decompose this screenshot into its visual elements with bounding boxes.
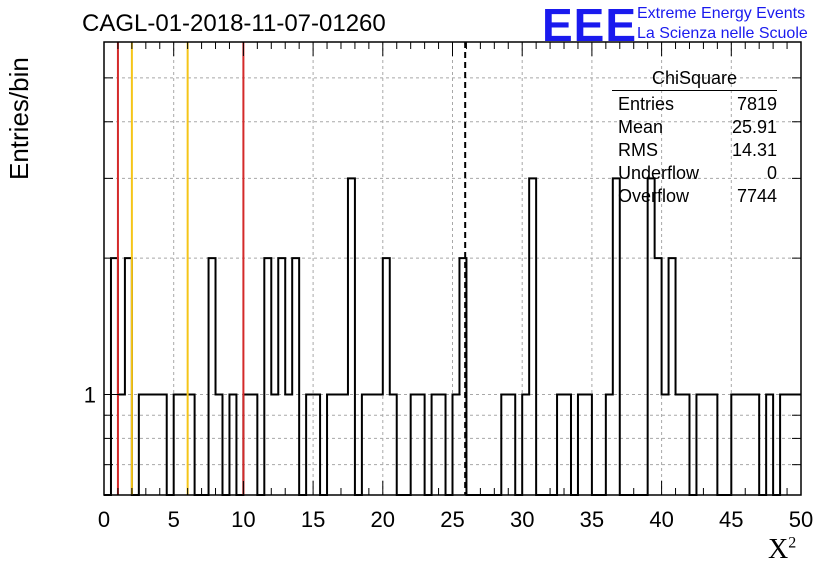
stats-label: Overflow — [618, 186, 690, 206]
x-tick-label: 35 — [580, 507, 604, 532]
x-tick-label: 10 — [231, 507, 255, 532]
stats-value: 25.91 — [731, 117, 777, 137]
x-tick-label: 40 — [649, 507, 673, 532]
x-tick-label: 15 — [301, 507, 325, 532]
stats-value: 7744 — [736, 186, 777, 206]
stats-row: RMS 14.31 — [612, 139, 777, 162]
x-tick-label: 25 — [440, 507, 464, 532]
logo-line-1: Extreme Energy Events — [637, 5, 806, 22]
x-axis-label-superscript: 2 — [788, 534, 797, 552]
stats-row: Underflow 0 — [612, 162, 777, 185]
y-axis-label: Entries/bin — [4, 57, 34, 180]
stats-row: Mean 25.91 — [612, 116, 777, 139]
stats-label: RMS — [618, 140, 658, 160]
x-tick-label: 30 — [510, 507, 534, 532]
stats-label: Underflow — [618, 163, 700, 183]
reference-lines — [116, 42, 467, 495]
x-tick-label: 50 — [789, 507, 813, 532]
stats-label: Mean — [618, 117, 664, 137]
stats-value: 14.31 — [731, 140, 777, 160]
histogram-bars — [104, 177, 801, 496]
logo-line-2: La Scienza nelle Scuole — [637, 25, 808, 42]
x-tick-label: 20 — [371, 507, 395, 532]
x-axis-label-base: X — [768, 534, 789, 565]
stats-title: ChiSquare — [612, 68, 777, 91]
histogram-outline — [104, 177, 801, 496]
logo-text: Extreme Energy Events La Scienza nelle S… — [637, 4, 808, 44]
eee-logo: EEE — [542, 0, 638, 51]
x-tick-label: 5 — [168, 507, 180, 532]
stats-box: ChiSquare Entries 7819 Mean 25.91 RMS 14.31 Un… — [612, 68, 777, 208]
x-axis-label: X2 — [768, 534, 796, 566]
stats-label: Entries — [618, 94, 675, 114]
stats-value: 0 — [766, 163, 777, 183]
x-tick-label: 45 — [719, 507, 743, 532]
x-tick-label: 0 — [98, 507, 110, 532]
stats-row: Entries 7819 — [612, 93, 777, 116]
stats-row: Overflow 7744 — [612, 185, 777, 208]
chart-title: CAGL-01-2018-11-07-01260 — [82, 10, 386, 37]
tick-labels: 0 5 10 15 20 25 30 35 40 45 50 1 — [84, 383, 813, 532]
axis-ticks — [103, 41, 802, 496]
stats-value: 7819 — [736, 94, 777, 114]
y-tick-label: 1 — [84, 383, 96, 408]
stats-rows: Entries 7819 Mean 25.91 RMS 14.31 Underflow 0 Ov… — [612, 93, 777, 208]
